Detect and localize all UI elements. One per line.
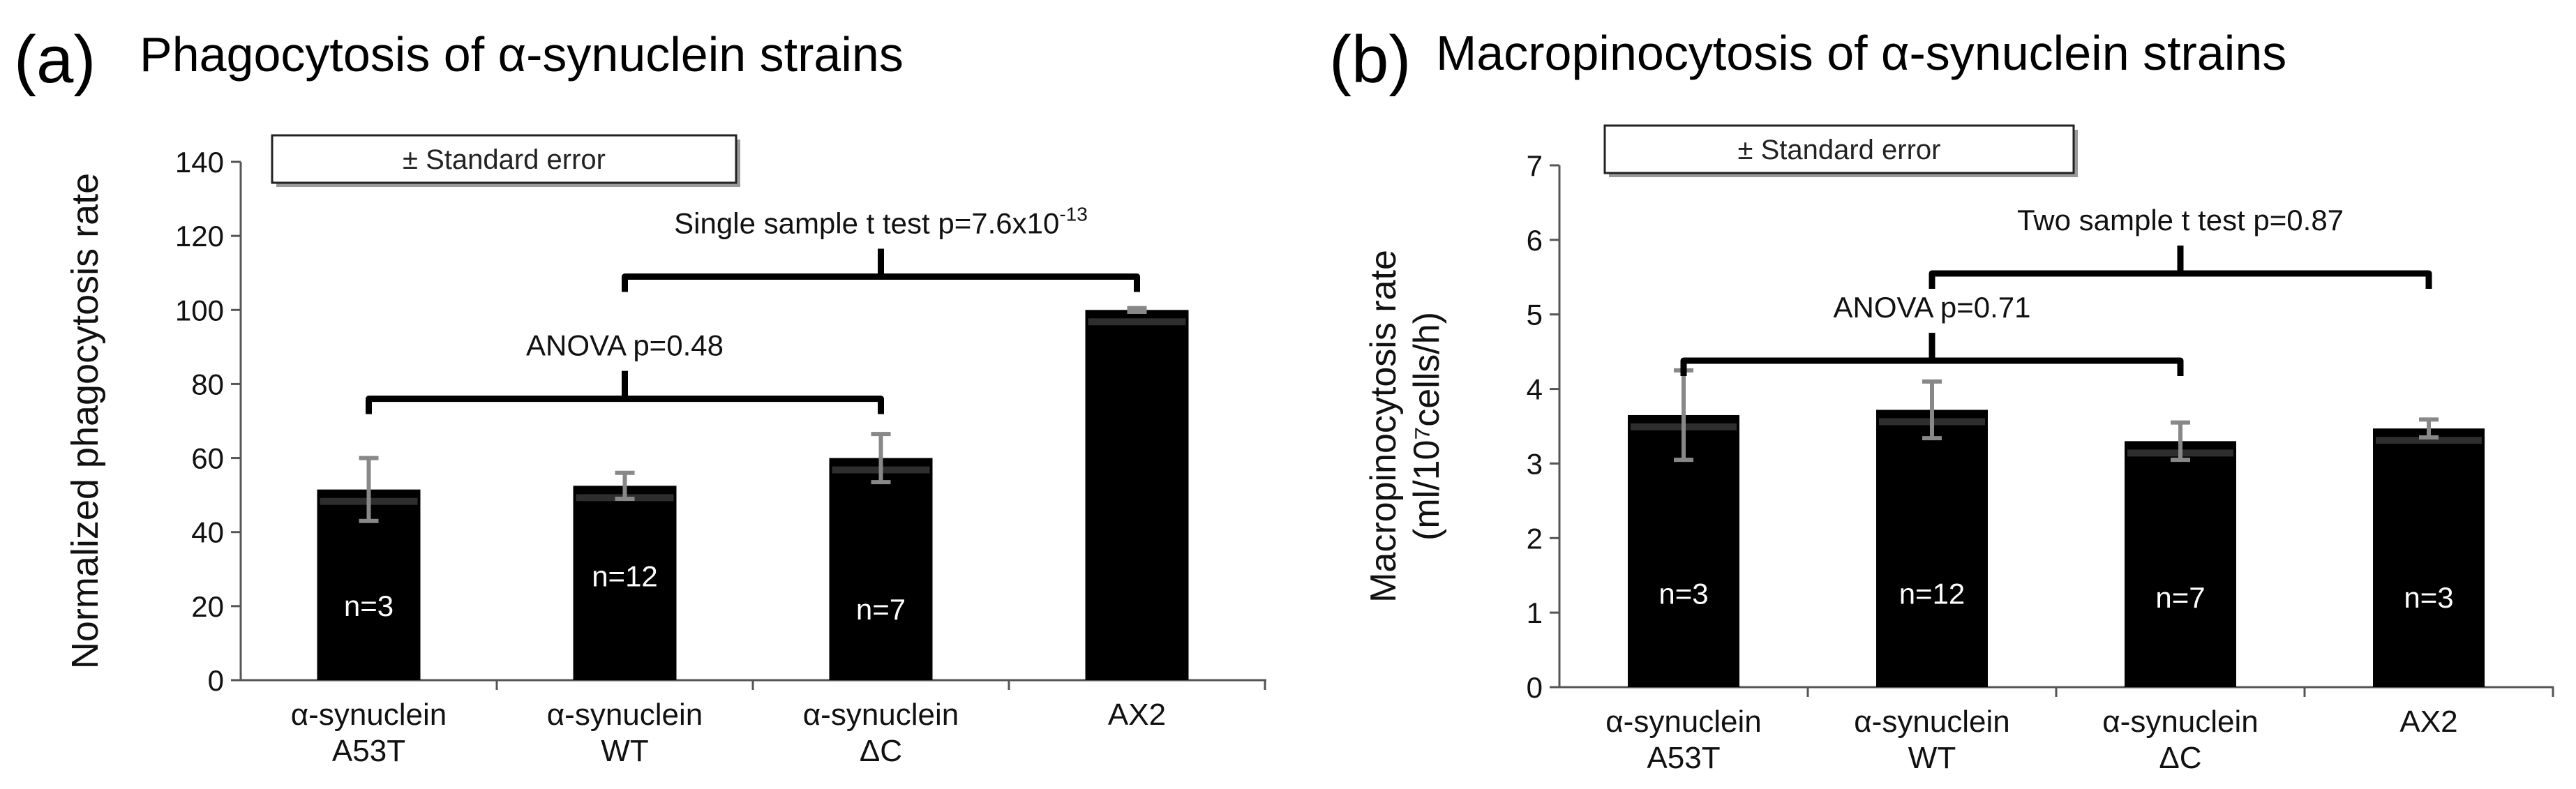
significance-bracket xyxy=(1680,332,2184,376)
x-tick-label: α-synuclein xyxy=(547,698,703,732)
y-tick-label: 3 xyxy=(1527,447,1543,480)
y-tick-label: 100 xyxy=(175,294,224,326)
y-axis-label: Macropinocytosis rate xyxy=(1363,250,1404,603)
bar xyxy=(2125,441,2236,687)
x-tick-label: α-synuclein xyxy=(1605,705,1762,739)
bar xyxy=(2373,428,2485,687)
panel-b-letter: (b) xyxy=(1329,22,1411,97)
panel-b: (b) Macropinocytosis of α-synuclein stra… xyxy=(1329,22,2554,775)
significance-label: ANOVA p=0.48 xyxy=(526,329,724,362)
n-label: n=3 xyxy=(344,589,394,622)
n-label: n=3 xyxy=(1658,577,1708,610)
y-tick-label: 4 xyxy=(1527,373,1543,406)
n-label: n=7 xyxy=(2155,581,2205,614)
x-tick-label: α-synuclein xyxy=(2102,705,2259,739)
panel-a-letter: (a) xyxy=(14,22,96,97)
y-tick-label: 80 xyxy=(191,368,224,400)
y-axis-label: Normalized phagocytosis rate xyxy=(64,173,106,669)
y-tick-label: 120 xyxy=(175,220,224,253)
y-tick-label: 20 xyxy=(191,590,224,623)
y-tick-label: 5 xyxy=(1527,299,1543,331)
n-label: n=7 xyxy=(856,593,906,626)
n-label: n=12 xyxy=(592,559,658,592)
significance-bracket xyxy=(622,248,1140,292)
panel-a-title: Phagocytosis of α-synuclein strains xyxy=(140,27,904,82)
panel-a: (a) Phagocytosis of α-synuclein strains … xyxy=(14,22,1266,768)
y-tick-label: 2 xyxy=(1527,522,1543,555)
significance-text: Single sample t test p=7.6x10 xyxy=(674,207,1059,240)
x-tick-label: α-synuclein xyxy=(291,698,447,732)
x-tick-label: α-synuclein xyxy=(803,698,959,732)
x-tick-label: AX2 xyxy=(1108,698,1166,732)
significance-label: ANOVA p=0.71 xyxy=(1834,291,2031,324)
significance-text: ANOVA p=0.48 xyxy=(526,329,724,362)
significance-label: Two sample t test p=0.87 xyxy=(2017,204,2344,236)
y-tick-label: 60 xyxy=(191,442,224,475)
x-tick-label: AX2 xyxy=(2399,705,2457,739)
significance-superscript: -13 xyxy=(1059,204,1087,225)
significance-text: Two sample t test p=0.87 xyxy=(2017,204,2344,236)
x-tick-label: WT xyxy=(601,734,648,768)
legend-label: ± Standard error xyxy=(403,144,606,175)
legend-box xyxy=(1603,124,2075,174)
bar-highlight xyxy=(1088,318,1186,326)
n-label: n=3 xyxy=(2404,581,2453,614)
y-tick-label: 0 xyxy=(208,664,224,697)
significance-text: ANOVA p=0.71 xyxy=(1834,291,2031,324)
significance-bracket xyxy=(1929,245,2432,289)
x-tick-label: ΔC xyxy=(2159,741,2201,775)
n-label: n=12 xyxy=(1899,577,1965,610)
x-tick-label: A53T xyxy=(1647,741,1720,775)
bar xyxy=(829,458,933,680)
x-tick-label: ΔC xyxy=(860,734,902,768)
panel-b-title: Macropinocytosis of α-synuclein strains xyxy=(1436,26,2286,80)
legend-box xyxy=(271,134,737,184)
y-tick-label: 6 xyxy=(1527,224,1543,257)
legend-label: ± Standard error xyxy=(1738,135,1941,165)
significance-label: Single sample t test p=7.6x10-13 xyxy=(674,204,1088,240)
y-tick-label: 0 xyxy=(1527,671,1543,704)
y-axis-label: (ml/10⁷cells/h) xyxy=(1407,312,1447,541)
bar-highlight xyxy=(2376,437,2482,444)
bar xyxy=(573,486,677,680)
y-tick-label: 1 xyxy=(1527,596,1543,629)
bar xyxy=(1876,409,1988,687)
y-tick-label: 7 xyxy=(1527,149,1543,182)
bar xyxy=(1085,310,1189,680)
y-tick-label: 40 xyxy=(191,516,224,549)
x-tick-label: A53T xyxy=(332,734,405,768)
y-tick-label: 140 xyxy=(175,146,224,179)
significance-bracket xyxy=(366,370,884,414)
x-tick-label: WT xyxy=(1908,741,1956,775)
x-tick-label: α-synuclein xyxy=(1854,705,2010,739)
